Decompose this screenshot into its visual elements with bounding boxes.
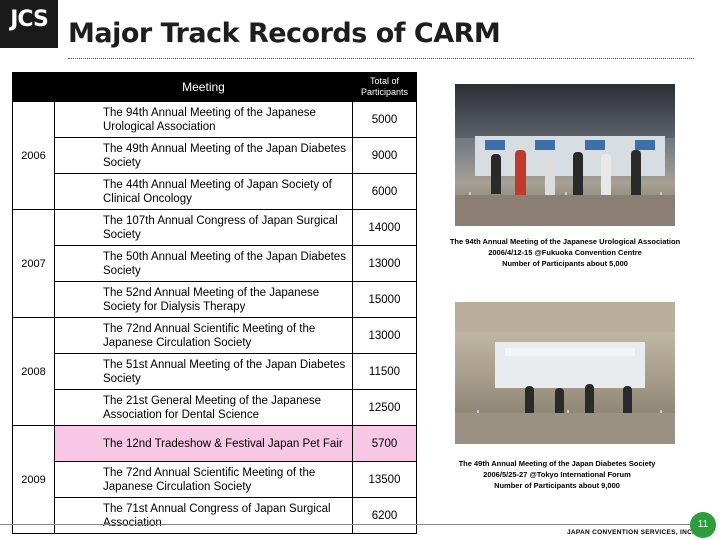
title-divider	[68, 58, 694, 59]
attendee-figure	[491, 154, 501, 194]
year-cell: 2007	[12, 209, 55, 318]
caption-line: Number of Participants about 5,000	[502, 259, 628, 268]
footer-brand: JAPAN CONVENTION SERVICES, INC.	[567, 529, 695, 536]
hall-wall	[455, 302, 675, 332]
table-row: The 50th Annual Meeting of the Japan Dia…	[13, 245, 417, 282]
table-header-row: Meeting Total of Participants	[12, 72, 417, 102]
photo-urological-meeting	[455, 84, 675, 226]
desk-sign	[485, 140, 505, 150]
photo-floor	[455, 194, 675, 226]
table-row: 2006 The 94th Annual Meeting of the Japan…	[12, 101, 417, 210]
year-cell: 2009	[12, 425, 55, 534]
photo-diabetes-meeting	[455, 302, 675, 444]
meeting-name-cell: The 94th Annual Meeting of the Japanese …	[54, 101, 353, 138]
page-title: Major Track Records of CARM	[68, 18, 501, 49]
table-row: The 51st Annual Meeting of the Japan Dia…	[13, 353, 417, 390]
track-records-table: Meeting Total of Participants 2006 The 94…	[12, 72, 417, 534]
attendee-figure	[623, 386, 632, 420]
attendee-figure	[573, 152, 583, 196]
participants-cell: 11500	[352, 353, 417, 390]
caption-line: The 94th Annual Meeting of the Japanese …	[449, 237, 681, 246]
participants-cell: 5700	[352, 425, 417, 462]
participants-cell: 13500	[352, 461, 417, 498]
participants-cell: 12500	[352, 389, 417, 426]
meeting-name-cell: The 44th Annual Meeting of Japan Society…	[54, 173, 353, 210]
participants-cell: 15000	[352, 281, 417, 318]
table-row: The 44th Annual Meeting of Japan Society…	[13, 173, 417, 210]
meeting-name-cell: The 72nd Annual Scientific Meeting of th…	[54, 461, 353, 498]
table-body: 2006 The 94th Annual Meeting of the Japan…	[12, 101, 417, 534]
attendee-figure	[601, 154, 611, 196]
year-column-header	[12, 72, 55, 102]
table-row: 2009 The 12nd Tradeshow & Festival Japan …	[12, 425, 417, 534]
meeting-name-cell: The 72nd Annual Scientific Meeting of th…	[54, 317, 353, 354]
year-cell: 2006	[12, 101, 55, 210]
photo-caption-urological: The 94th Annual Meeting of the Japanese …	[420, 236, 710, 269]
meeting-name-cell: The 71st Annual Congress of Japan Surgic…	[54, 497, 353, 534]
participants-cell: 6200	[352, 497, 417, 534]
meeting-column-header: Meeting	[54, 72, 353, 102]
desk-sign	[535, 140, 555, 150]
caption-line: 2006/5/25-27 @Tokyo International Forum	[483, 470, 631, 479]
table-row: The 71st Annual Congress of Japan Surgic…	[13, 497, 417, 534]
company-logo: JCS	[0, 0, 58, 48]
attendee-figure	[555, 388, 564, 420]
participants-cell: 5000	[352, 101, 417, 138]
caption-line: Number of Participants about 9,000	[494, 481, 620, 490]
photo-caption-diabetes: The 49th Annual Meeting of the Japan Dia…	[412, 458, 702, 491]
table-row: The 72nd Annual Scientific Meeting of th…	[13, 461, 417, 498]
caption-line: The 49th Annual Meeting of the Japan Dia…	[458, 459, 656, 468]
attendee-figure	[585, 384, 594, 420]
year-cell: 2008	[12, 317, 55, 426]
attendee-figure	[525, 386, 534, 420]
footer-divider	[0, 524, 690, 525]
counter-display	[505, 348, 635, 356]
table-row: 2008 The 72nd Annual Scientific Meeting o…	[12, 317, 417, 426]
meeting-name-cell: The 12nd Tradeshow & Festival Japan Pet …	[54, 425, 353, 462]
table-row: The 49th Annual Meeting of the Japan Dia…	[13, 137, 417, 174]
attendee-figure	[545, 156, 555, 196]
participants-cell: 14000	[352, 209, 417, 246]
meeting-name-cell: The 21st General Meeting of the Japanese…	[54, 389, 353, 426]
attendee-figure	[515, 150, 526, 196]
page-number-badge: 11	[690, 512, 716, 538]
table-row: The 21st General Meeting of the Japanese…	[13, 389, 417, 426]
meeting-name-cell: The 51st Annual Meeting of the Japan Dia…	[54, 353, 353, 390]
photo-ceiling	[455, 84, 675, 138]
caption-line: 2006/4/12-15 @Fukuoka Convention Centre	[488, 248, 642, 257]
meeting-name-cell: The 50th Annual Meeting of the Japan Dia…	[54, 245, 353, 282]
participants-cell: 6000	[352, 173, 417, 210]
attendee-figure	[631, 150, 641, 196]
desk-sign	[635, 140, 655, 150]
track-records-table-frame: Meeting Total of Participants 2006 The 94…	[12, 72, 417, 534]
desk-sign	[585, 140, 605, 150]
meeting-name-cell: The 49th Annual Meeting of the Japan Dia…	[54, 137, 353, 174]
photo-floor	[455, 412, 675, 444]
table-row: The 52nd Annual Meeting of the Japanese …	[13, 281, 417, 318]
participants-cell: 13000	[352, 245, 417, 282]
participants-cell: 13000	[352, 317, 417, 354]
meeting-name-cell: The 52nd Annual Meeting of the Japanese …	[54, 281, 353, 318]
participants-cell: 9000	[352, 137, 417, 174]
meeting-name-cell: The 107th Annual Congress of Japan Surgi…	[54, 209, 353, 246]
table-row: 2007 The 107th Annual Congress of Japan S…	[12, 209, 417, 318]
total-column-header: Total of Participants	[352, 72, 417, 102]
